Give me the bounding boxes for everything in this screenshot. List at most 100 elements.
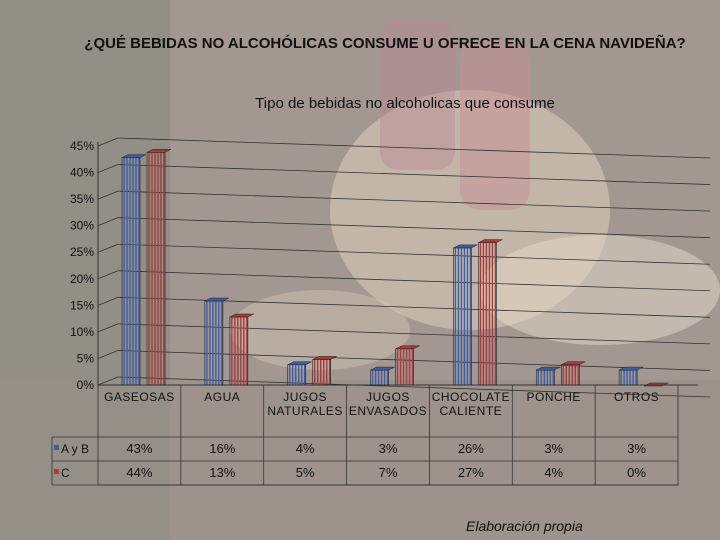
- legend-label: A y B: [61, 442, 89, 456]
- bar-top: [453, 244, 478, 249]
- gridline: [117, 350, 711, 371]
- bar: [478, 239, 503, 386]
- category-label: NATURALES: [267, 404, 343, 418]
- bar: [644, 382, 669, 387]
- bar: [560, 361, 586, 386]
- bar-top: [229, 313, 254, 318]
- y-tick-label: 10%: [70, 325, 94, 339]
- bar-outline: [312, 359, 332, 386]
- gridline-depth: [97, 217, 119, 227]
- gridline: [117, 243, 711, 265]
- gridline-depth: [97, 137, 119, 147]
- gridline-depth: [97, 164, 119, 173]
- y-tick-label: 30%: [70, 219, 94, 233]
- data-label: 44%: [126, 465, 152, 480]
- bar-top: [644, 382, 669, 387]
- category-label: JUGOS: [366, 390, 410, 404]
- bar: [312, 356, 337, 386]
- bar: [618, 366, 644, 386]
- gridline: [117, 217, 711, 239]
- data-label: 16%: [209, 441, 235, 456]
- gridline: [117, 164, 711, 185]
- gridline-depth: [97, 243, 119, 253]
- bar-top: [146, 149, 172, 153]
- legend-swatch: [54, 445, 59, 450]
- data-label: 3%: [379, 441, 398, 456]
- grid-layer: 0% 5% 10% 15% 20% 25% 30% 35% 40% 45%: [70, 137, 711, 398]
- category-label: CALIENTE: [440, 404, 503, 418]
- gridline-depth: [97, 323, 119, 333]
- data-label: 43%: [126, 441, 152, 456]
- category-label: GASEOSAS: [104, 390, 175, 404]
- y-tick-label: 5%: [77, 351, 95, 365]
- bar-outline: [287, 364, 307, 386]
- gridline-depth: [97, 350, 119, 359]
- gridline: [117, 376, 711, 398]
- gridline: [117, 190, 711, 212]
- bar-top: [121, 154, 147, 158]
- bar-top: [287, 361, 312, 366]
- bar-outline: [370, 369, 389, 386]
- bar: [395, 345, 420, 386]
- category-label: JUGOS: [283, 390, 327, 404]
- bar-top: [478, 239, 503, 243]
- category-label: PONCHE: [527, 390, 581, 404]
- y-tick-label: 0%: [77, 378, 95, 392]
- bar: [204, 297, 229, 386]
- data-label: 5%: [296, 465, 315, 480]
- gridline-depth: [97, 376, 119, 386]
- gridline-depth: [97, 296, 119, 306]
- data-table: GASEOSAS AGUA JUGOSNATURALESJUGOSENVASADOS…: [51, 384, 679, 486]
- gridline: [117, 323, 711, 345]
- bar: [453, 244, 478, 386]
- bar-top: [561, 361, 586, 366]
- bar-top: [370, 366, 395, 371]
- gridline-depth: [97, 270, 119, 280]
- y-tick-label: 35%: [70, 192, 94, 206]
- legend-swatch: [54, 469, 59, 474]
- data-label: 7%: [379, 465, 398, 480]
- bar-outline: [453, 247, 472, 386]
- bar-outline: [478, 242, 497, 386]
- bar-top: [312, 356, 337, 360]
- bar: [229, 313, 254, 386]
- bar: [146, 149, 172, 386]
- bar: [370, 366, 395, 386]
- y-tick-label: 40%: [70, 166, 94, 180]
- data-label: 13%: [209, 465, 235, 480]
- data-label: 27%: [458, 465, 484, 480]
- data-label: 0%: [627, 465, 646, 480]
- category-label: AGUA: [204, 390, 240, 404]
- chart-title: Tipo de bebidas no alcoholicas que consu…: [255, 95, 555, 112]
- data-label: 3%: [627, 441, 646, 456]
- bar-layer: [121, 149, 669, 387]
- bar-outline: [395, 348, 414, 386]
- category-label: CHOCOLATE: [432, 390, 510, 404]
- bar-top: [395, 345, 420, 350]
- bar-top: [619, 366, 644, 371]
- bar: [535, 366, 561, 386]
- y-tick-label: 15%: [70, 298, 94, 312]
- data-label: 3%: [544, 441, 563, 456]
- bar: [287, 361, 312, 386]
- gridline-depth: [97, 190, 119, 200]
- data-label: 4%: [296, 441, 315, 456]
- y-tick-label: 20%: [70, 272, 94, 286]
- slide-title: ¿QUÉ BEBIDAS NO ALCOHÓLICAS CONSUME U OF…: [84, 35, 686, 52]
- gridline: [117, 270, 711, 292]
- gridline: [117, 137, 711, 159]
- bar-top: [536, 366, 561, 371]
- category-label: ENVASADOS: [349, 404, 427, 418]
- data-label: 4%: [544, 465, 563, 480]
- y-tick-label: 25%: [70, 245, 94, 259]
- source-caption: Elaboración propia: [466, 518, 583, 534]
- bar: [121, 154, 147, 386]
- legend-label: C: [61, 466, 70, 480]
- y-tick-label: 45%: [70, 139, 94, 153]
- bar-top: [204, 297, 229, 302]
- category-label: OTROS: [614, 390, 659, 404]
- data-label: 26%: [458, 441, 484, 456]
